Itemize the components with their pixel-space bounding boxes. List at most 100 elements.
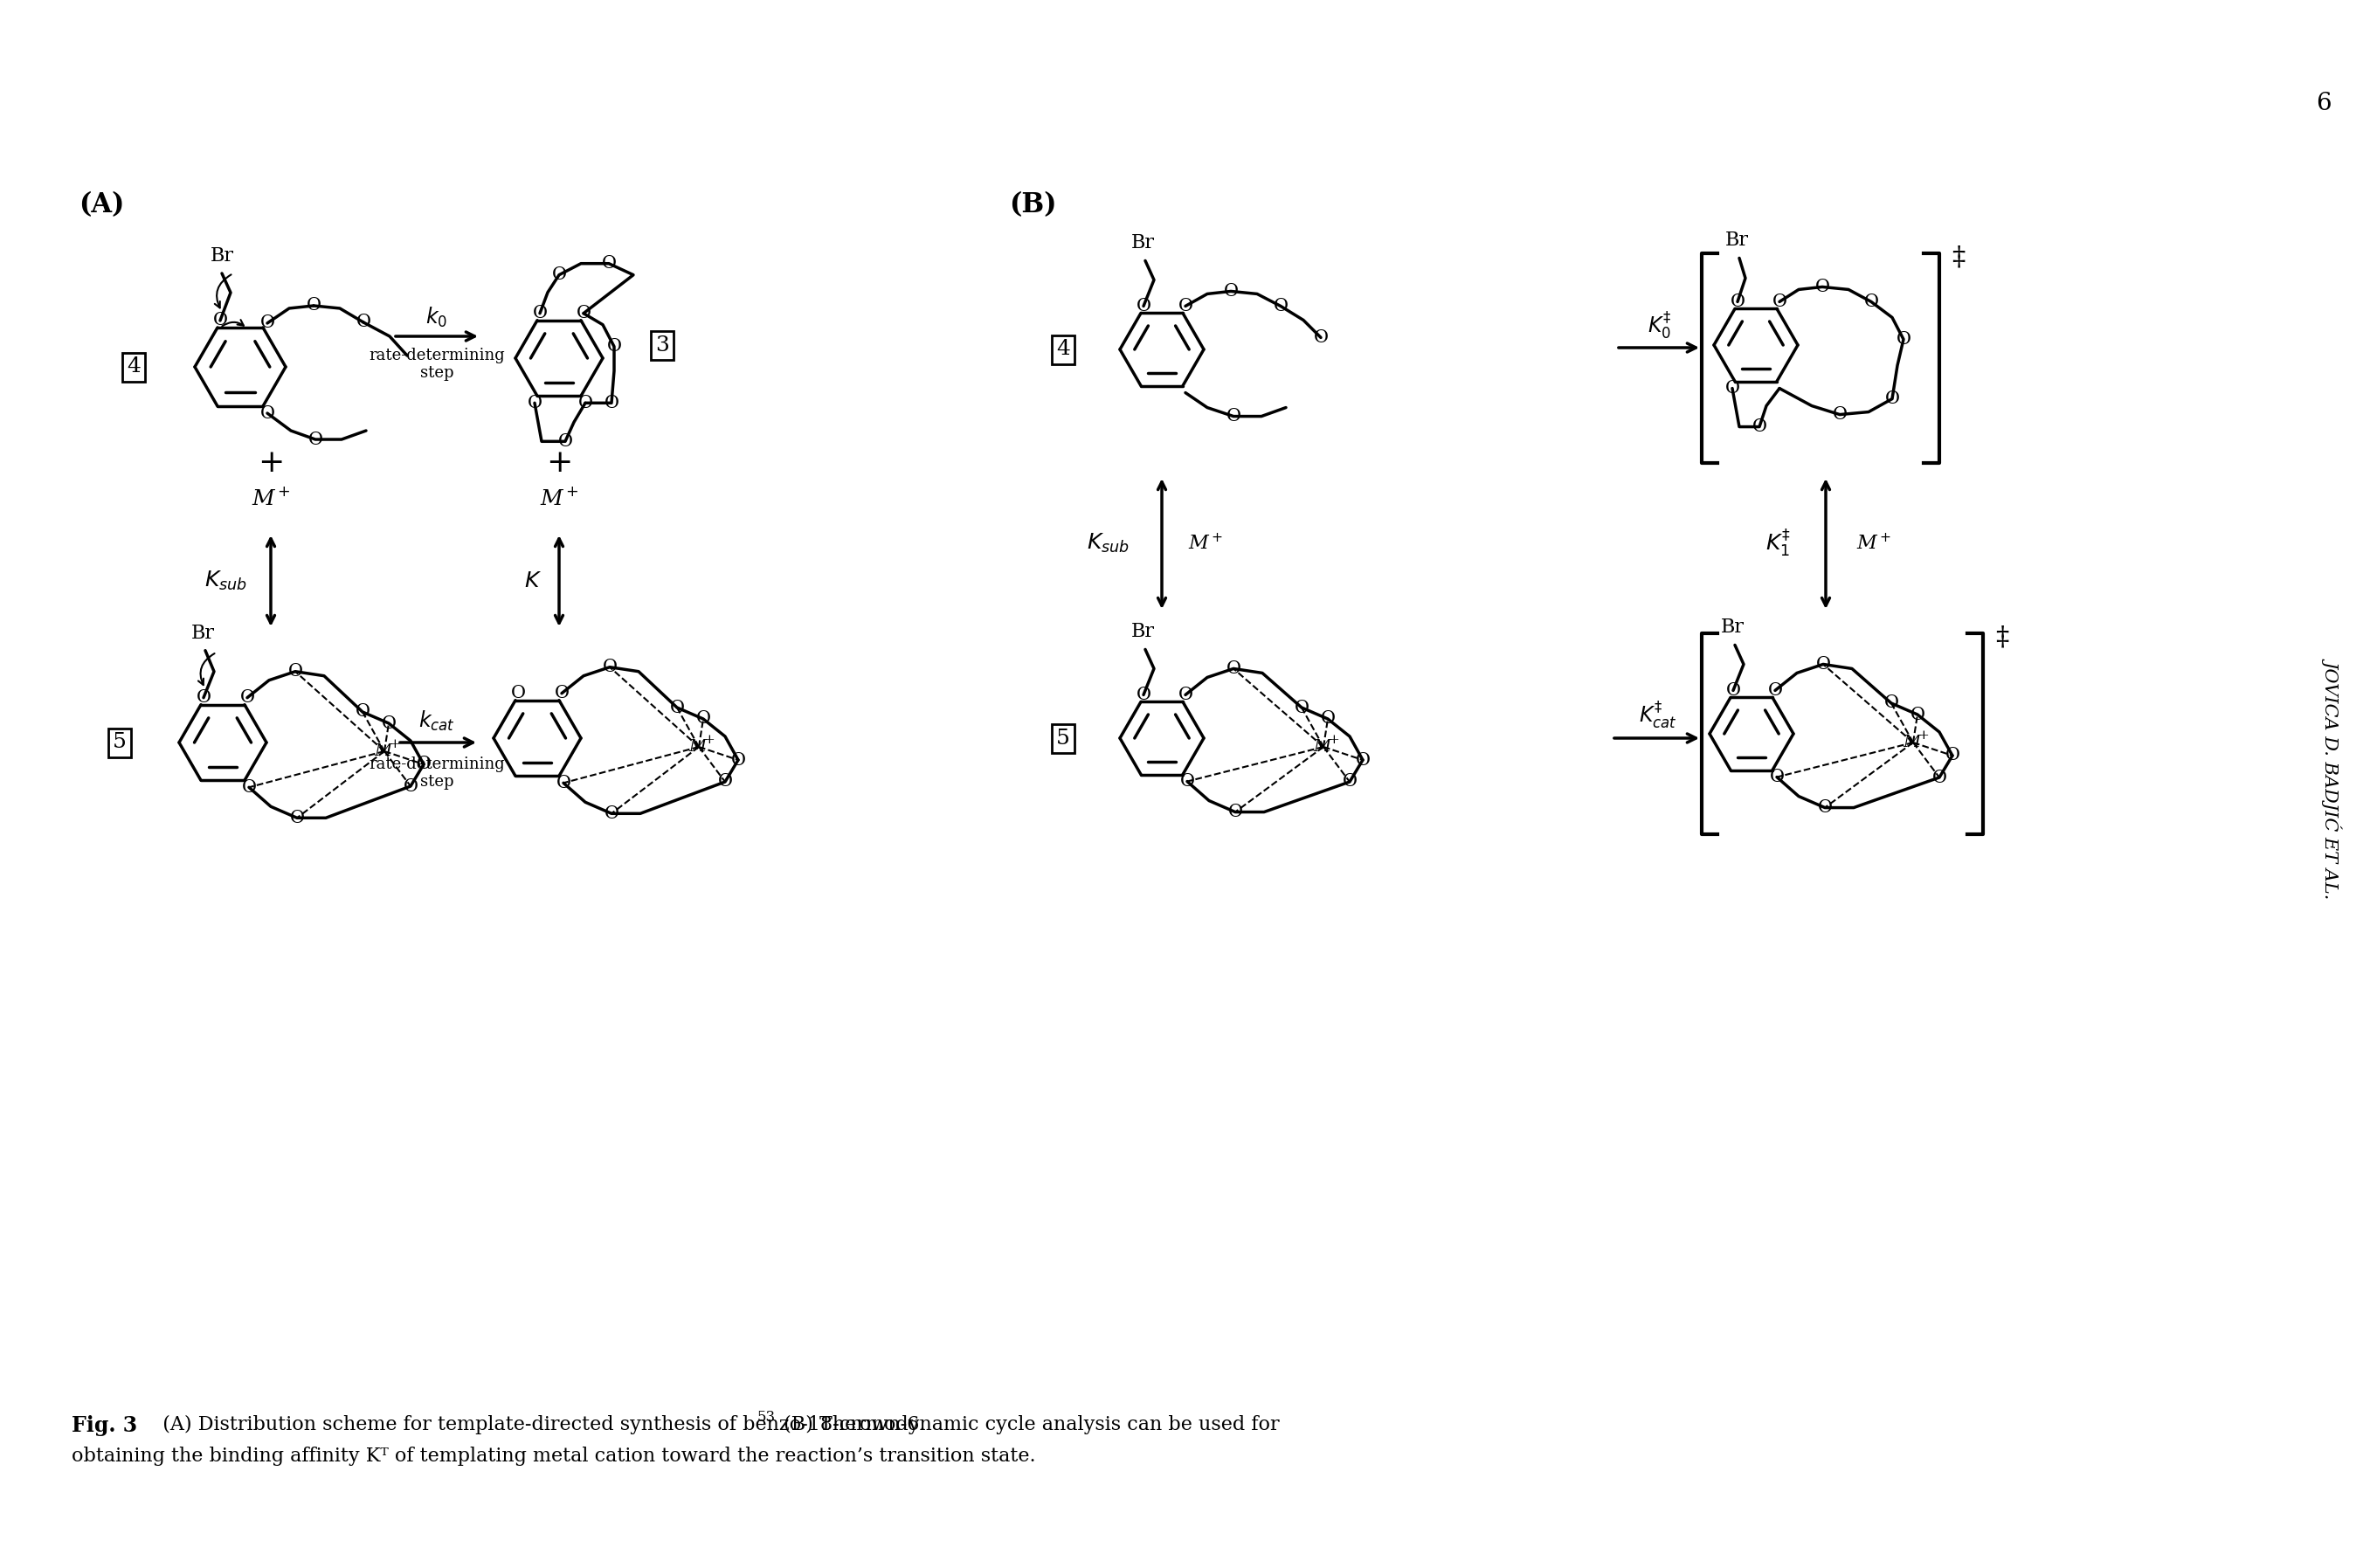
Text: O: O <box>730 751 747 768</box>
FancyArrowPatch shape <box>215 274 232 307</box>
Text: M$^+$: M$^+$ <box>1857 533 1890 554</box>
Text: O: O <box>307 431 324 448</box>
Text: O: O <box>213 312 227 329</box>
Text: O: O <box>555 775 572 792</box>
Text: Br: Br <box>1132 234 1156 252</box>
Text: O: O <box>1356 751 1371 768</box>
Text: O: O <box>1883 695 1900 712</box>
Text: O: O <box>1229 804 1243 820</box>
Text: O: O <box>260 405 274 422</box>
Text: $K_{sub}$: $K_{sub}$ <box>203 569 246 593</box>
Text: $k_{cat}$: $k_{cat}$ <box>418 709 456 732</box>
Text: O: O <box>1945 748 1959 764</box>
Text: O: O <box>1815 655 1831 673</box>
Text: +: + <box>258 448 284 478</box>
Text: O: O <box>357 314 371 331</box>
Text: O: O <box>1321 710 1335 728</box>
Text: O: O <box>1864 293 1879 310</box>
Text: O: O <box>354 704 371 720</box>
Text: 53: 53 <box>759 1410 775 1425</box>
Text: (A) Distribution scheme for template-directed synthesis of benzo-18-crown-6.: (A) Distribution scheme for template-dir… <box>151 1416 926 1435</box>
Text: 6: 6 <box>2316 91 2332 114</box>
Text: ‡: ‡ <box>1997 624 2009 651</box>
Text: step: step <box>421 365 454 381</box>
Text: $K_0^‡$: $K_0^‡$ <box>1647 310 1671 342</box>
Text: rate-determining: rate-determining <box>369 348 506 364</box>
Text: O: O <box>1815 279 1829 295</box>
Text: O: O <box>510 685 525 701</box>
Text: O: O <box>695 710 711 728</box>
Text: O: O <box>1768 682 1782 699</box>
Text: O: O <box>239 690 255 706</box>
Text: $K_{sub}$: $K_{sub}$ <box>1087 532 1130 555</box>
Text: O: O <box>532 306 548 321</box>
Text: +: + <box>390 739 399 751</box>
Text: O: O <box>1314 329 1328 347</box>
Text: M$^+$: M$^+$ <box>250 488 291 510</box>
Text: M$^+$: M$^+$ <box>539 488 579 510</box>
Text: O: O <box>1226 660 1241 677</box>
Text: O: O <box>404 778 418 795</box>
Text: O: O <box>1224 282 1238 299</box>
Text: Br: Br <box>191 624 215 643</box>
Text: 4: 4 <box>1056 339 1070 359</box>
Text: O: O <box>1179 687 1193 702</box>
Text: 5: 5 <box>1056 728 1070 748</box>
Text: O: O <box>1831 406 1848 423</box>
Text: Br: Br <box>1725 230 1749 251</box>
Text: $K_{cat}^‡$: $K_{cat}^‡$ <box>1640 701 1678 731</box>
Text: O: O <box>1886 390 1900 408</box>
Text: O: O <box>260 315 274 331</box>
FancyArrowPatch shape <box>222 320 243 326</box>
Text: obtaining the binding affinity Κᵀ of templating metal cation toward the reaction: obtaining the binding affinity Κᵀ of tem… <box>71 1447 1035 1466</box>
Text: Fig. 3: Fig. 3 <box>71 1416 137 1436</box>
Text: O: O <box>605 395 619 411</box>
Text: O: O <box>527 395 541 411</box>
Text: O: O <box>1909 706 1926 723</box>
Text: +: + <box>1328 734 1340 746</box>
Text: O: O <box>1179 298 1193 315</box>
Text: O: O <box>1817 800 1831 815</box>
Text: $K_1^‡$: $K_1^‡$ <box>1765 528 1791 558</box>
Text: JOVICA D. BADJIĆ ET AL.: JOVICA D. BADJIĆ ET AL. <box>2323 659 2344 897</box>
Text: O: O <box>1137 687 1151 702</box>
Text: O: O <box>241 779 258 795</box>
Text: O: O <box>1933 770 1947 786</box>
Text: O: O <box>577 306 591 321</box>
Text: O: O <box>558 433 572 450</box>
Text: O: O <box>1751 419 1768 434</box>
Text: 5: 5 <box>113 732 128 753</box>
Text: O: O <box>1725 682 1742 699</box>
Text: O: O <box>1725 379 1739 397</box>
FancyArrowPatch shape <box>198 654 215 685</box>
Text: Br: Br <box>1720 618 1744 637</box>
Text: O: O <box>1137 298 1151 315</box>
Text: O: O <box>288 663 302 681</box>
Text: O: O <box>603 659 617 676</box>
Text: M: M <box>373 743 392 759</box>
Text: O: O <box>291 809 305 826</box>
Text: O: O <box>605 806 619 822</box>
Text: Br: Br <box>1132 622 1156 641</box>
Text: (A): (A) <box>78 191 125 220</box>
Text: O: O <box>1274 298 1288 315</box>
Text: O: O <box>1295 699 1309 717</box>
Text: M: M <box>1902 735 1921 751</box>
Text: $k_0$: $k_0$ <box>425 306 447 329</box>
Text: (B): (B) <box>1009 191 1056 220</box>
Text: +: + <box>1919 729 1928 742</box>
Text: 3: 3 <box>655 336 669 354</box>
Text: O: O <box>416 756 430 773</box>
Text: +: + <box>546 448 572 478</box>
Text: O: O <box>555 685 569 701</box>
Text: O: O <box>196 690 210 706</box>
Text: +: + <box>704 734 716 746</box>
Text: M: M <box>1314 739 1330 754</box>
Text: O: O <box>1772 293 1786 310</box>
Text: O: O <box>1770 768 1784 786</box>
Text: step: step <box>421 775 454 790</box>
Text: O: O <box>718 773 733 790</box>
Text: $K$: $K$ <box>525 571 541 591</box>
Text: (B) Thermodynamic cycle analysis can be used for: (B) Thermodynamic cycle analysis can be … <box>777 1416 1278 1435</box>
Text: O: O <box>579 395 593 411</box>
